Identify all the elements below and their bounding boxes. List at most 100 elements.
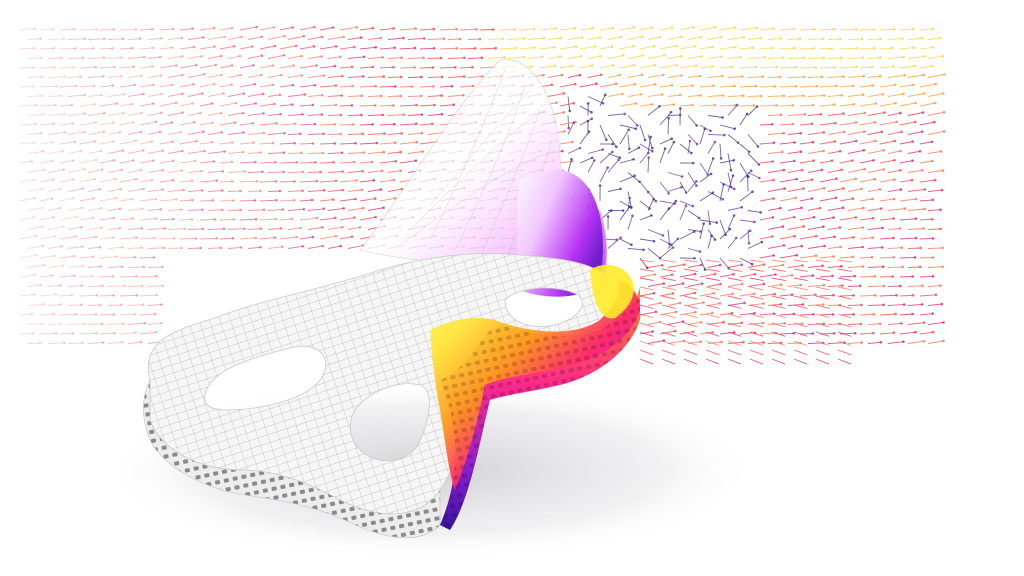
field-arrow bbox=[559, 160, 573, 164]
field-arrow bbox=[867, 304, 884, 306]
field-arrow bbox=[259, 45, 276, 50]
field-arrow bbox=[787, 76, 804, 78]
field-arrow bbox=[587, 149, 603, 154]
field-arrow-head bbox=[758, 176, 761, 180]
field-arrow bbox=[287, 171, 304, 173]
field-arrow bbox=[399, 123, 417, 126]
field-arrow bbox=[19, 179, 35, 183]
field-arrow bbox=[67, 188, 83, 192]
field-arrow-head bbox=[933, 120, 936, 124]
field-arrow bbox=[627, 134, 630, 149]
field-arrow-head bbox=[604, 93, 607, 97]
field-arrow bbox=[327, 171, 343, 173]
field-arrow-head bbox=[51, 27, 55, 31]
field-arrow bbox=[167, 131, 181, 135]
field-arrow bbox=[39, 179, 54, 183]
field-arrow-head bbox=[671, 246, 675, 249]
field-arrow bbox=[307, 171, 321, 173]
field-arrow-head bbox=[243, 170, 247, 173]
field-arrow bbox=[367, 95, 382, 97]
field-arrow bbox=[887, 131, 902, 135]
field-arrow-head bbox=[63, 341, 66, 345]
field-arrow-head bbox=[833, 140, 837, 143]
field-arrow bbox=[159, 141, 173, 145]
field-arrow-head bbox=[92, 47, 95, 50]
field-arrow-head bbox=[232, 199, 235, 202]
field-arrow bbox=[639, 238, 655, 242]
field-arrow-head bbox=[572, 101, 575, 105]
field-arrow bbox=[27, 323, 42, 325]
field-arrow bbox=[99, 66, 115, 69]
field-arrow bbox=[887, 304, 905, 306]
field-arrow bbox=[387, 57, 402, 59]
field-arrow bbox=[107, 208, 121, 211]
field-arrow bbox=[699, 173, 712, 183]
field-arrow-head bbox=[713, 103, 717, 107]
field-arrow-head bbox=[721, 198, 725, 201]
field-arrow-head bbox=[855, 65, 858, 69]
field-arrow-head bbox=[834, 121, 837, 125]
field-arrow bbox=[771, 322, 786, 328]
field-arrow-head bbox=[652, 197, 655, 201]
field-arrow bbox=[119, 237, 137, 240]
field-arrow-head bbox=[862, 206, 865, 210]
field-arrow-head bbox=[778, 75, 782, 79]
field-arrow bbox=[793, 358, 808, 365]
field-arrow bbox=[749, 331, 764, 337]
field-arrow-head bbox=[821, 303, 825, 306]
field-arrow-head bbox=[98, 187, 102, 191]
field-arrow bbox=[579, 83, 597, 88]
field-arrow bbox=[727, 286, 742, 291]
field-arrow bbox=[639, 200, 650, 209]
field-arrow bbox=[867, 341, 881, 344]
field-arrow-head bbox=[180, 36, 184, 40]
field-arrow-head bbox=[894, 312, 897, 316]
field-arrow-head bbox=[793, 215, 796, 219]
field-arrow bbox=[815, 286, 830, 291]
field-arrow-head bbox=[688, 139, 692, 143]
field-arrow bbox=[837, 322, 852, 328]
field-arrow-head bbox=[755, 105, 759, 108]
field-arrow-head bbox=[647, 156, 650, 159]
field-arrow-head bbox=[632, 45, 635, 48]
field-arrow-head bbox=[34, 234, 38, 238]
field-arrow bbox=[815, 340, 830, 346]
field-arrow bbox=[127, 266, 145, 268]
field-arrow bbox=[759, 104, 777, 107]
field-arrow-head bbox=[640, 35, 644, 38]
field-arrow bbox=[927, 228, 941, 230]
field-arrow bbox=[867, 131, 882, 135]
field-arrow-head bbox=[860, 341, 863, 344]
field-arrow bbox=[699, 192, 714, 202]
field-arrow-head bbox=[606, 215, 610, 218]
field-arrow bbox=[687, 94, 701, 97]
field-arrow bbox=[79, 294, 97, 297]
field-arrow-head bbox=[283, 131, 286, 135]
field-arrow bbox=[187, 189, 203, 192]
field-arrow-head bbox=[755, 26, 758, 30]
field-arrow-head bbox=[371, 26, 375, 30]
field-arrow bbox=[339, 66, 353, 69]
field-arrow-head bbox=[898, 227, 902, 230]
field-arrow bbox=[627, 93, 642, 97]
field-arrow bbox=[699, 223, 705, 240]
field-arrow bbox=[859, 66, 873, 69]
field-arrow bbox=[815, 277, 830, 282]
field-arrow-head bbox=[658, 35, 662, 39]
field-arrow-head bbox=[162, 246, 166, 250]
field-arrow bbox=[827, 246, 841, 249]
field-arrow bbox=[667, 321, 684, 325]
field-arrow bbox=[67, 265, 84, 268]
field-arrow-head bbox=[670, 137, 674, 140]
field-arrow bbox=[19, 254, 37, 259]
field-arrow bbox=[87, 112, 105, 116]
field-arrow-head bbox=[142, 187, 145, 191]
field-arrow-head bbox=[293, 122, 297, 126]
field-arrow bbox=[639, 358, 654, 365]
field-arrow-head bbox=[213, 82, 216, 86]
field-arrow bbox=[927, 130, 945, 135]
field-arrow bbox=[207, 55, 222, 59]
field-arrow-head bbox=[254, 102, 258, 105]
field-arrow-head bbox=[872, 28, 876, 31]
